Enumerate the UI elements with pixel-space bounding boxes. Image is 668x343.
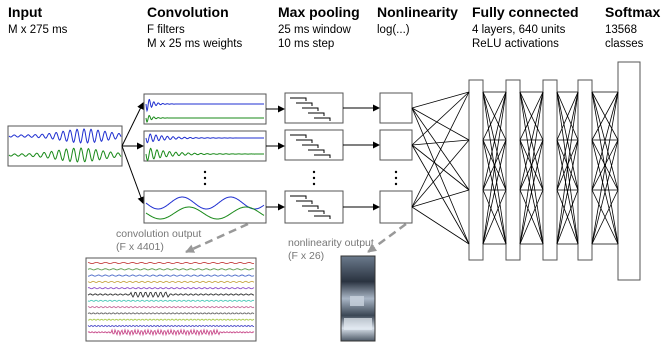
nonlinearity-output-label: nonlinearity output (F x 26) [288, 237, 374, 263]
nonlinearity-ellipsis-dots [394, 170, 398, 186]
convolution-output-image [85, 257, 257, 342]
convolution-output-trace [88, 318, 255, 321]
conv-filter-1 [143, 93, 267, 125]
nonlinearity-box-2 [379, 129, 413, 161]
nonlinearity-title: Nonlinearity [377, 4, 458, 20]
maxpool-box-2 [284, 129, 344, 161]
maxpool-box-1 [284, 92, 344, 124]
softmax-title: Softmax [605, 4, 661, 20]
nonlinearity-output-image [340, 255, 376, 342]
nonlinearity-box-3 [379, 190, 413, 224]
fully-connected-activation-label: ReLU activations [472, 38, 559, 50]
fc-layer-2 [505, 79, 521, 261]
convolution-output-arrow [185, 222, 249, 254]
convolution-output-trace [87, 280, 255, 283]
convolution-output-line1: convolution output [116, 228, 202, 240]
fc-layer-3 [542, 79, 558, 261]
fully-connected-layers-label: 4 layers, 640 units [472, 24, 566, 36]
convolution-output-trace [87, 312, 255, 315]
fully-connected-title: Fully connected [472, 4, 579, 20]
convolution-output-trace [87, 305, 255, 309]
convolution-output-trace [87, 261, 254, 265]
convolution-output-trace [87, 299, 255, 302]
conv-to-pool-arrows [266, 105, 285, 211]
convolution-output-trace [87, 291, 255, 298]
conv-filter-3 [143, 190, 267, 224]
convolution-output-line2: (F x 4401) [116, 241, 164, 253]
convolution-output-trace [87, 274, 255, 277]
maxpool-title: Max pooling [278, 4, 360, 20]
maxpool-box-3 [284, 190, 344, 224]
convolution-weights-label: M x 25 ms weights [147, 38, 243, 50]
convolution-output-label: convolution output (F x 4401) [116, 228, 201, 254]
softmax-layer [617, 61, 641, 281]
input-shape-label: M x 275 ms [8, 24, 68, 36]
convolution-output-trace [87, 324, 255, 328]
softmax-classes-label: classes [605, 38, 644, 50]
input-branch-arrows [121, 102, 145, 204]
convolution-output-trace [87, 268, 255, 271]
maxpool-window-label: 25 ms window [278, 24, 351, 36]
maxpool-step-label: 10 ms step [278, 38, 335, 50]
nonlinearity-output-arrow [367, 222, 407, 254]
dense-connections [411, 91, 619, 245]
nonlinearity-output-line1: nonlinearity output [288, 237, 374, 249]
input-title: Input [8, 4, 43, 20]
nonlinearity-box-1 [379, 92, 413, 124]
conv-filter-2 [143, 130, 267, 162]
convolution-filters-label: F filters [147, 24, 185, 36]
convolution-output-trace [87, 328, 255, 337]
input-waveform [7, 125, 123, 167]
convolution-title: Convolution [147, 4, 229, 20]
nonlinearity-output-line2: (F x 26) [288, 250, 325, 262]
nonlinearity-function-label: log(...) [377, 24, 410, 36]
maxpool-ellipsis-dots [312, 170, 316, 186]
pool-to-nonlinearity-arrows [343, 104, 380, 211]
conv-ellipsis-dots [203, 170, 207, 186]
fc-layer-1 [468, 79, 484, 261]
softmax-count-label: 13568 [605, 24, 637, 36]
fc-layer-4 [577, 79, 593, 261]
convolution-output-trace [87, 287, 255, 290]
